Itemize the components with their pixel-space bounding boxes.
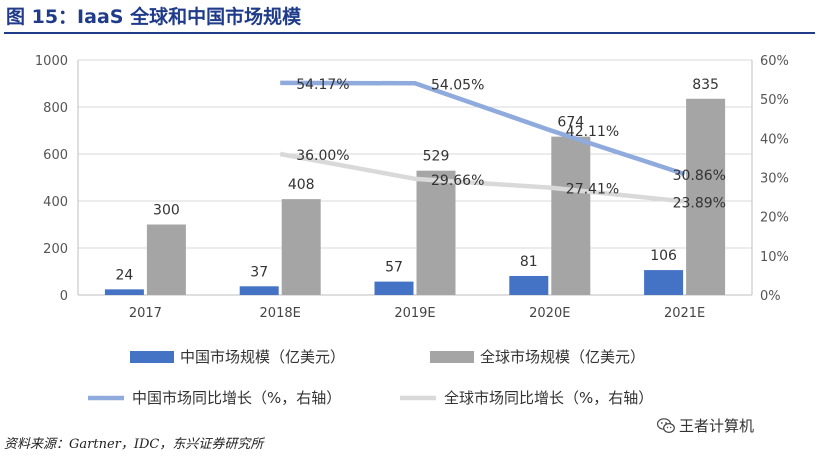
source-note: 资料来源：Gartner，IDC，东兴证券研究所 xyxy=(4,437,264,452)
data-label-china: 81 xyxy=(520,254,538,270)
y-right-tick-label: 40% xyxy=(760,132,789,147)
bar-global xyxy=(686,98,726,296)
bar-global xyxy=(146,224,186,295)
title-underline xyxy=(4,32,815,34)
data-label-china-growth: 30.86% xyxy=(673,168,726,184)
data-label-china-growth: 54.17% xyxy=(296,77,349,93)
data-label-china: 57 xyxy=(385,260,403,276)
y-left-tick-label: 0 xyxy=(60,289,68,304)
y-right-tick-label: 30% xyxy=(760,172,789,187)
legend-label: 全球市场同比增长（%，右轴） xyxy=(444,389,653,407)
y-right-tick-label: 10% xyxy=(760,250,789,265)
legend-label: 中国市场规模（亿美元） xyxy=(180,348,345,366)
y-left-tick-label: 1000 xyxy=(35,54,68,69)
bar-china xyxy=(509,275,549,295)
x-tick-label: 2018E xyxy=(260,306,301,321)
y-left-tick-label: 200 xyxy=(43,242,68,257)
data-label-china-growth: 42.11% xyxy=(566,124,619,140)
x-tick-label: 2021E xyxy=(664,306,705,321)
y-right-tick-label: 60% xyxy=(760,54,789,69)
bar-global xyxy=(281,199,321,295)
bar-china xyxy=(104,289,144,295)
y-left-tick-label: 800 xyxy=(43,101,68,116)
data-label-china-growth: 54.05% xyxy=(431,77,484,93)
figure-title: 图 15：IaaS 全球和中国市场规模 xyxy=(6,6,302,28)
data-label-global-growth: 36.00% xyxy=(296,148,349,164)
legend-label: 中国市场同比增长（%，右轴） xyxy=(132,389,341,407)
line-china-growth xyxy=(280,80,686,177)
y-left-tick-label: 600 xyxy=(43,148,68,163)
bar-china xyxy=(374,281,414,295)
bar-china xyxy=(239,286,279,295)
chart: 0 200 400 600 800 1000 0% 10% 20% 30% 40% 50% 60% 201… xyxy=(35,54,789,407)
watermark: 王者计算机 xyxy=(657,415,754,436)
data-label-china: 24 xyxy=(115,267,133,283)
data-label-global-growth: 23.89% xyxy=(673,195,726,211)
data-label-china: 37 xyxy=(250,264,268,280)
wechat-icon xyxy=(657,418,675,434)
legend-swatch xyxy=(130,351,174,363)
bar-global xyxy=(551,136,591,295)
data-label-china: 106 xyxy=(650,248,677,264)
bar-global xyxy=(416,170,456,295)
x-tick-label: 2017 xyxy=(129,306,162,321)
data-label-global: 408 xyxy=(288,177,315,193)
y-right-tick-label: 20% xyxy=(760,211,789,226)
y-right-tick-label: 50% xyxy=(760,93,789,108)
bar-china xyxy=(644,270,684,295)
x-tick-label: 2019E xyxy=(394,306,435,321)
data-label-global: 674 xyxy=(557,115,584,131)
y-right-tick-label: 0% xyxy=(760,289,781,304)
y-left-tick-label: 400 xyxy=(43,195,68,210)
watermark-text: 王者计算机 xyxy=(679,417,755,435)
data-label-global-growth: 27.41% xyxy=(566,182,619,198)
line-global-growth xyxy=(279,151,685,204)
x-tick-label: 2020E xyxy=(529,306,570,321)
data-label-global: 529 xyxy=(423,149,450,165)
legend-label: 全球市场规模（亿美元） xyxy=(480,348,645,366)
legend-swatch xyxy=(430,351,474,363)
data-label-global: 300 xyxy=(153,203,180,219)
data-label-global: 835 xyxy=(692,77,719,93)
data-label-global-growth: 29.66% xyxy=(431,173,484,189)
